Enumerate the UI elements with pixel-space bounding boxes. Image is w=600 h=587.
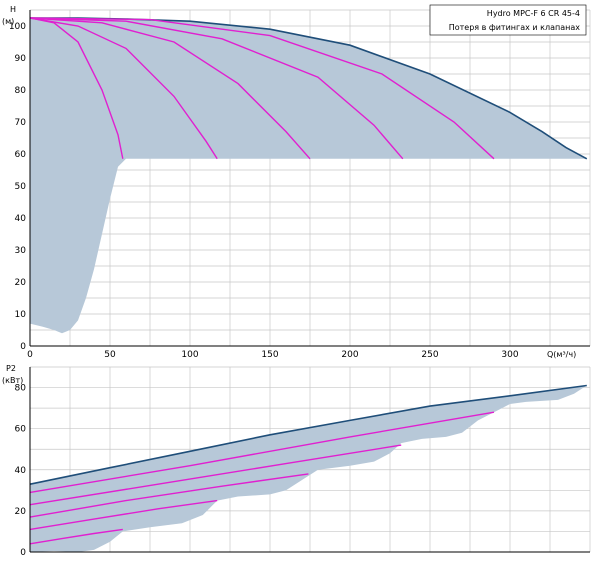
head-y-tick-label: 60 [15, 150, 27, 160]
head-x-tick-label: 200 [341, 350, 358, 360]
head-tick-labels: 0 10 20 30 40 50 60 70 80 90 100 0 50 100 150 200 250 300 [9, 22, 519, 360]
power-envelope-upper-curve [29, 384, 587, 485]
head-series-line-4 [29, 17, 404, 160]
head-y-tick-label: 30 [15, 246, 27, 256]
head-y-tick-label: 80 [15, 86, 27, 96]
head-envelope-fill [30, 18, 587, 334]
power-series-line-1 [29, 528, 123, 545]
head-x-tick-label: 150 [261, 350, 278, 360]
power-envelope-area [29, 384, 587, 552]
head-series-line-3 [29, 17, 311, 160]
legend-subtitle: Потеря в фитингах и клапанах [449, 23, 581, 32]
head-x-tick-label: 50 [104, 350, 116, 360]
power-series-group [29, 411, 495, 545]
head-y-tick-label: 90 [15, 54, 27, 64]
head-y-tick-label: 10 [15, 310, 27, 320]
head-y-unit: (м) [2, 17, 14, 26]
power-y-tick-label: 40 [15, 466, 27, 476]
power-y-tick-label: 60 [15, 425, 27, 435]
head-y-tick-label: 20 [15, 278, 27, 288]
power-chart: 0 20 40 60 80 P2 (кВт) [2, 364, 591, 558]
power-y-tick-label: 0 [20, 548, 26, 558]
power-tick-labels: 0 20 40 60 80 [15, 384, 27, 558]
head-chart: 0 10 20 30 40 50 60 70 80 90 100 0 50 100 150 200 250 300… [2, 4, 591, 360]
power-series-line-2 [29, 499, 218, 531]
power-envelope-fill [30, 385, 587, 552]
head-series-line-5 [29, 17, 495, 160]
head-y-tick-label: 40 [15, 214, 27, 224]
power-series-line-5 [29, 411, 495, 494]
head-x-tick-label: 100 [181, 350, 198, 360]
head-y-tick-label: 100 [9, 22, 26, 32]
head-y-label: H [10, 5, 16, 14]
power-y-tick-label: 20 [15, 507, 27, 517]
head-x-label: Q(м³/ч) [547, 350, 576, 359]
head-y-tick-label: 0 [20, 342, 26, 352]
power-series-line-4 [29, 444, 402, 506]
power-series-line-3 [29, 473, 309, 518]
head-series-line-2 [29, 17, 218, 160]
legend-title: Hydro MPC-F 6 CR 45-4 [487, 9, 580, 18]
head-y-tick-label: 50 [15, 182, 27, 192]
head-y-tick-label: 70 [15, 118, 27, 128]
head-x-tick-label: 300 [501, 350, 518, 360]
head-x-tick-label: 250 [421, 350, 438, 360]
power-y-tick-label: 80 [15, 384, 27, 394]
power-y-unit: (кВт) [2, 376, 23, 385]
head-series-group [29, 17, 495, 160]
power-y-label: P2 [6, 364, 16, 373]
head-x-tick-label: 0 [27, 350, 33, 360]
legend-box [429, 4, 587, 36]
